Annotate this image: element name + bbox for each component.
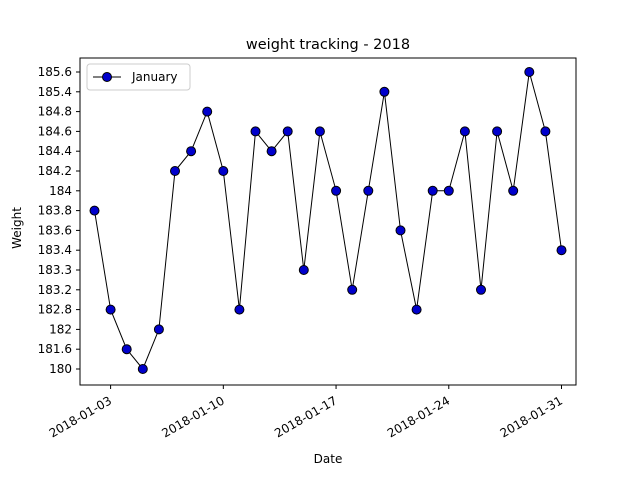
data-point [492, 126, 503, 137]
data-point [379, 86, 390, 97]
y-tick-label: 183.2 [38, 283, 72, 297]
data-point [540, 126, 551, 137]
data-point [282, 126, 293, 137]
data-point [508, 185, 519, 196]
data-point [331, 185, 342, 196]
legend: January [86, 63, 191, 91]
x-tick-label: 2018-01-17 [272, 393, 339, 440]
legend-marker [102, 72, 112, 82]
data-point [121, 344, 132, 355]
legend-label: January [131, 70, 178, 84]
y-tick-label: 184 [49, 184, 72, 198]
data-point [234, 304, 245, 315]
y-tick-label: 183.6 [38, 223, 72, 237]
data-point [347, 284, 358, 295]
data-point [89, 205, 100, 216]
data-point [524, 67, 535, 77]
y-tick-label: 183.3 [38, 263, 72, 277]
data-point [170, 166, 180, 176]
data-point [202, 106, 213, 117]
data-point [250, 126, 261, 137]
data-point [395, 225, 406, 236]
y-tick-label: 183.4 [38, 243, 72, 257]
y-tick-label: 185.6 [38, 65, 72, 79]
data-point [105, 304, 116, 315]
data-point [476, 284, 486, 295]
data-point [266, 146, 277, 157]
data-point [363, 185, 374, 196]
y-tick-label: 184.8 [38, 105, 72, 119]
x-tick-label: 2018-01-03 [47, 393, 114, 440]
y-tick-label: 182 [49, 322, 72, 336]
y-tick-label: 181.6 [38, 342, 72, 356]
data-point [153, 324, 164, 335]
y-tick-label: 184.2 [38, 164, 72, 178]
plot-area: 180 181.6 182 182.8 183.2 183.3 183.4 183.6 183.… [38, 57, 577, 440]
data-point [314, 126, 325, 137]
y-tick-label: 183.8 [38, 204, 72, 218]
axes-frame [79, 57, 577, 386]
y-tick-label: 182.8 [38, 303, 72, 317]
data-point [427, 185, 438, 196]
x-axis-label: Date [314, 452, 343, 466]
data-point [459, 126, 470, 137]
data-point [443, 185, 454, 196]
y-tick-label: 184.6 [38, 124, 72, 138]
data-point [556, 245, 567, 256]
legend-frame [86, 63, 191, 91]
data-point [298, 265, 309, 275]
y-tick-label: 184.4 [38, 144, 72, 158]
x-tick-label: 2018-01-10 [159, 393, 226, 440]
y-axis-label: Weight [10, 207, 24, 249]
y-tick-label: 180 [49, 362, 72, 376]
series-line [94, 71, 562, 370]
x-tick-label: 2018-01-24 [385, 393, 452, 440]
chart-title: weight tracking - 2018 [246, 37, 410, 53]
data-point [137, 364, 148, 374]
data-point [411, 304, 422, 315]
data-point [186, 146, 197, 157]
y-tick-label: 185.4 [38, 85, 72, 99]
data-point [218, 166, 229, 176]
x-tick-label: 2018-01-31 [498, 393, 565, 440]
